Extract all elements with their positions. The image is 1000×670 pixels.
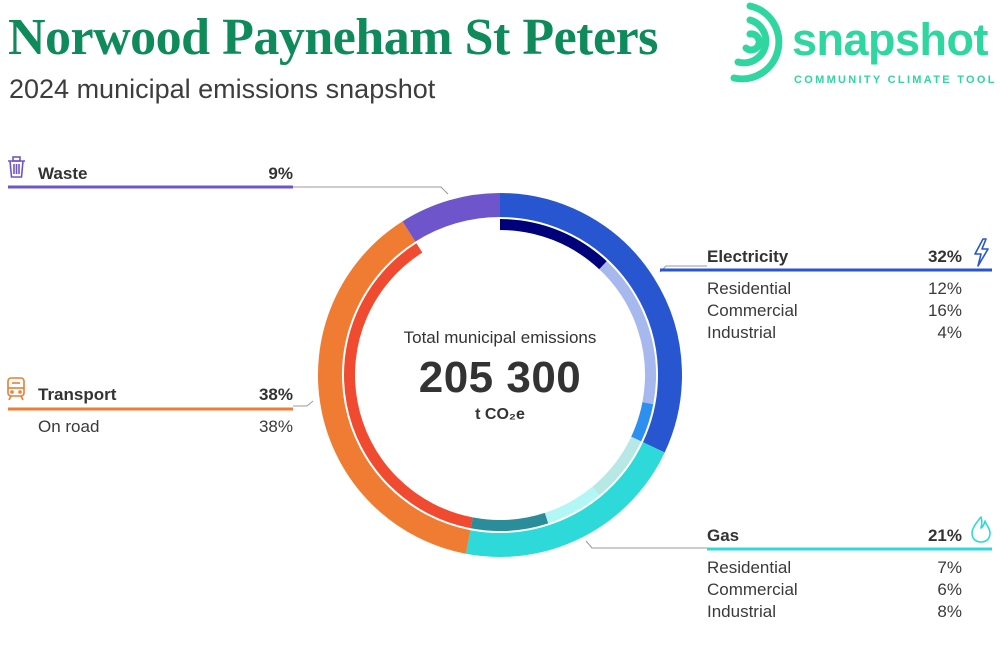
gas-residential-percent: 7% (937, 558, 962, 577)
gas-residential-inner-arc (592, 436, 642, 496)
gas-commercial-inner-arc (544, 486, 600, 524)
snapshot-logo: snapshot COMMUNITY CLIMATE TOOL (716, 0, 1000, 92)
outer-ring (318, 193, 682, 557)
chart-center-total: Total municipal emissions 205 300 t CO₂e (360, 326, 640, 424)
transport-on-road-label: On road (38, 417, 100, 436)
gas-residential-label: Residential (707, 558, 792, 577)
electricity-industrial-percent: 4% (937, 323, 962, 342)
transport-label: Transport (38, 385, 117, 404)
waste-leader-line (293, 186, 449, 195)
gas-outer-arc (465, 442, 665, 557)
gas-percent: 21% (927, 526, 962, 545)
transport-on-road-inner-arc (344, 243, 473, 529)
transport-on-road-percent: 38% (258, 417, 293, 436)
waste-outer-arc (402, 193, 501, 242)
gas-industrial-inner-arc (470, 512, 549, 531)
transport-leader-line (293, 400, 314, 407)
gas-industrial-label: Industrial (707, 602, 776, 621)
electricity-residential-inner-arc (499, 219, 607, 270)
waste-percent: 9% (268, 164, 293, 183)
snapshot-logo-mark-icon (730, 2, 783, 83)
trash-bin-icon (8, 156, 25, 178)
total-unit: t CO₂e (475, 406, 525, 423)
category-underlines (8, 185, 992, 551)
electricity-industrial-inner-arc (631, 402, 654, 442)
total-label: Total municipal emissions (403, 328, 597, 347)
electricity-commercial-inner-arc (599, 261, 656, 405)
electricity-industrial-label: Industrial (707, 323, 776, 342)
electricity-commercial-percent: 16% (927, 301, 962, 320)
electricity-label: Electricity (707, 247, 789, 266)
leader-lines (293, 186, 707, 549)
lightning-icon (974, 238, 989, 267)
gas-commercial-label: Commercial (707, 580, 798, 599)
brand-tagline: COMMUNITY CLIMATE TOOL (794, 74, 997, 86)
waste-label: Waste (38, 164, 88, 183)
gas-commercial-percent: 6% (937, 580, 962, 599)
page-title: Norwood Payneham St Peters (8, 9, 658, 66)
total-value: 205 300 (418, 353, 582, 402)
train-icon (7, 377, 25, 401)
snapshot-wordmark: snapshot (792, 14, 989, 65)
electricity-commercial-label: Commercial (707, 301, 798, 320)
electricity-outer-arc (499, 193, 682, 453)
transport-percent: 38% (258, 385, 293, 404)
electricity-percent: 32% (927, 247, 962, 266)
gas-label: Gas (707, 526, 740, 545)
flame-icon (971, 516, 991, 543)
page-subtitle: 2024 municipal emissions snapshot (9, 74, 436, 104)
electricity-residential-label: Residential (707, 279, 792, 298)
gas-industrial-percent: 8% (937, 602, 962, 621)
gas-leader-line (585, 540, 707, 549)
inner-ring (344, 219, 656, 531)
electricity-residential-percent: 12% (927, 279, 962, 298)
transport-outer-arc (318, 221, 471, 554)
